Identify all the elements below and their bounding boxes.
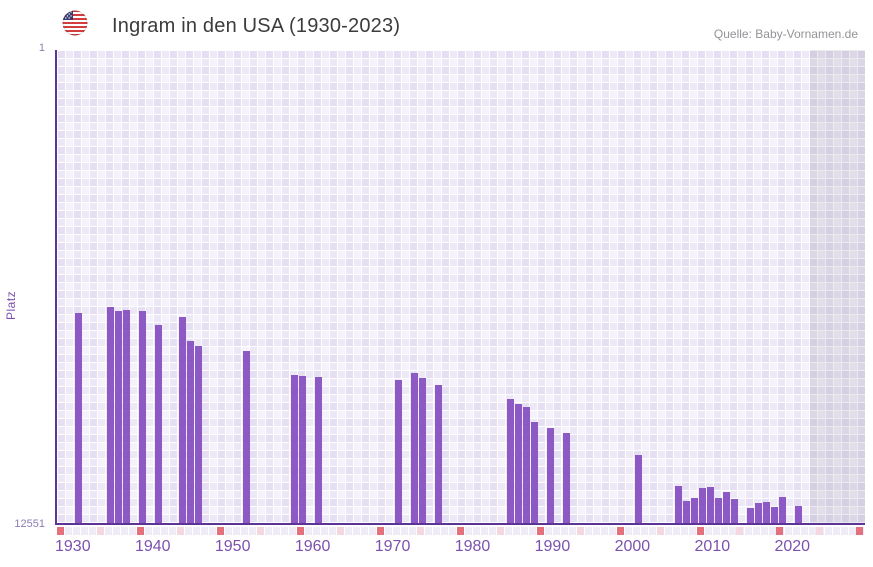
decade-marker-2000 [616,527,624,535]
bar-2020[interactable] [778,497,786,523]
bar-1932[interactable] [75,312,83,523]
half-decade-marker-1985 [496,527,504,535]
bar-1962[interactable] [315,377,323,523]
bar-1947[interactable] [195,346,203,523]
y-tick-top: 1 [38,42,45,54]
bar-2022[interactable] [794,505,802,523]
bar-2017[interactable] [754,502,762,523]
bar-2010[interactable] [699,488,707,523]
x-tick-2000: 2000 [614,538,651,555]
bar-1938[interactable] [123,310,131,523]
decade-marker-1990 [536,527,544,535]
no-data-region [810,50,865,523]
bar-1989[interactable] [531,422,539,523]
x-tick-1930: 1930 [55,538,91,555]
half-decade-marker-1955 [256,527,264,535]
bar-2007[interactable] [675,485,683,523]
bar-1986[interactable] [507,398,515,523]
x-axis-marker-row [57,527,865,535]
decade-marker-1930 [57,527,64,535]
x-tick-1990: 1990 [534,538,571,555]
decade-marker-1940 [136,527,144,535]
decade-marker-2030 [856,527,864,535]
bar-2012[interactable] [715,497,722,523]
decade-marker-1980 [456,527,464,535]
half-decade-marker-1945 [176,527,184,535]
bar-1940[interactable] [139,311,147,523]
bar-2013[interactable] [723,491,730,523]
bar-1937[interactable] [115,310,123,523]
bar-1953[interactable] [243,350,251,523]
bar-1975[interactable] [419,377,427,523]
half-decade-marker-1935 [96,527,104,535]
bar-1993[interactable] [563,433,571,523]
bar-2002[interactable] [635,454,643,523]
plot-grid [55,50,865,525]
decade-marker-2020 [776,527,784,535]
source-credit: Quelle: Baby-Vornamen.de [713,27,858,41]
decade-marker-1960 [296,527,304,535]
bar-2016[interactable] [746,507,754,523]
bar-2011[interactable] [707,486,714,523]
half-decade-marker-1965 [336,527,344,535]
bar-1972[interactable] [395,379,403,523]
bar-1959[interactable] [291,374,299,523]
bar-2008[interactable] [683,500,691,523]
bar-2019[interactable] [770,506,778,523]
bar-1936[interactable] [107,307,115,523]
bar-2009[interactable] [691,498,699,523]
x-tick-1960: 1960 [294,538,331,555]
half-decade-marker-2025 [816,527,824,535]
half-decade-marker-1995 [576,527,584,535]
bar-1960[interactable] [299,375,307,523]
bar-1942[interactable] [155,324,163,523]
decade-marker-2010 [696,527,704,535]
half-decade-marker-2005 [656,527,664,535]
x-tick-2020: 2020 [774,538,811,555]
bar-1991[interactable] [547,428,555,523]
page-title: Ingram in den USA (1930-2023) [112,15,401,37]
bar-2018[interactable] [762,501,770,523]
x-tick-1980: 1980 [454,538,491,555]
x-tick-1940: 1940 [134,538,171,555]
us-flag-icon [62,10,88,36]
bar-1988[interactable] [523,407,531,523]
bar-1974[interactable] [411,372,419,523]
decade-marker-1970 [376,527,384,535]
y-tick-bottom: 12551 [14,518,45,530]
x-tick-1970: 1970 [374,538,411,555]
x-tick-1950: 1950 [214,538,251,555]
x-tick-2010: 2010 [694,538,731,555]
half-decade-marker-2015 [736,527,744,535]
bar-1946[interactable] [187,340,195,523]
bar-1945[interactable] [179,317,187,523]
half-decade-marker-1975 [416,527,424,535]
bar-2014[interactable] [730,499,738,523]
bar-1987[interactable] [515,403,523,523]
y-axis-label: Platz [4,290,18,320]
bar-1977[interactable] [435,385,443,523]
decade-marker-1950 [216,527,224,535]
